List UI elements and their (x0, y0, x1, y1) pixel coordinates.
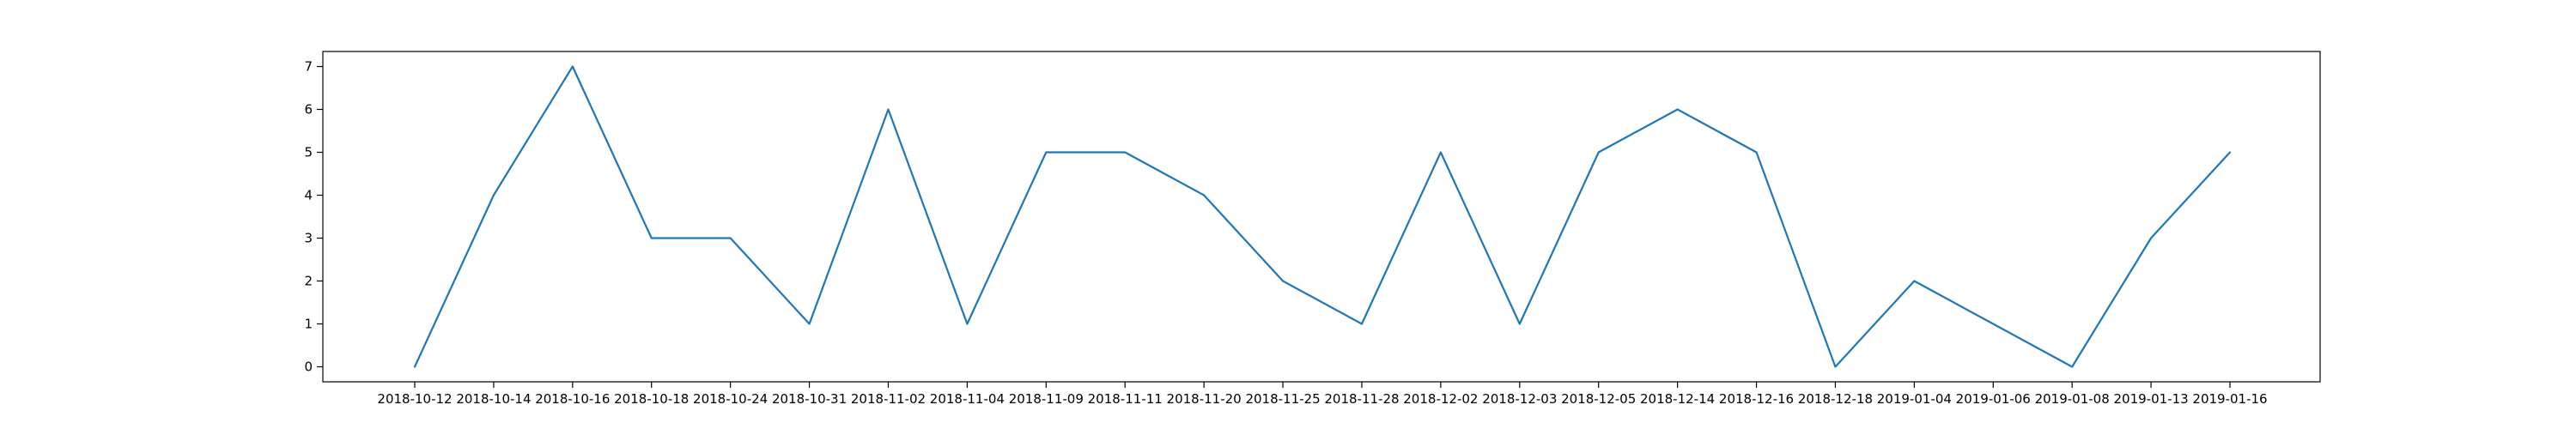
x-tick-label: 2018-12-03 (1482, 391, 1557, 407)
plot-area-frame (322, 51, 2321, 383)
data-point (886, 108, 890, 112)
x-tick-label: 2018-10-14 (456, 391, 531, 407)
data-point (650, 237, 653, 240)
data-point (1202, 194, 1206, 197)
x-tick-label: 2018-11-04 (930, 391, 1005, 407)
x-tick-label: 2018-10-16 (535, 391, 610, 407)
data-point (571, 65, 574, 69)
data-point (1755, 151, 1759, 154)
x-tick-label: 2018-11-02 (851, 391, 926, 407)
data-point (1360, 323, 1364, 326)
x-tick-label: 2018-12-02 (1403, 391, 1478, 407)
data-point (965, 323, 969, 326)
data-point (2149, 237, 2153, 240)
x-tick-label: 2018-11-28 (1324, 391, 1399, 407)
data-point (492, 194, 495, 197)
data-point (2228, 151, 2232, 154)
x-tick-label: 2019-01-16 (2192, 391, 2267, 407)
data-point (808, 323, 811, 326)
x-tick-label: 2019-01-06 (1956, 391, 2031, 407)
x-tick-label: 2018-10-12 (377, 391, 452, 407)
data-point (1991, 323, 1995, 326)
data-point (1912, 280, 1916, 283)
y-tick-label: 2 (304, 274, 313, 289)
data-point (1676, 108, 1680, 112)
x-tick-label: 2018-12-16 (1719, 391, 1794, 407)
data-point (1833, 366, 1837, 369)
data-point (1439, 151, 1443, 154)
x-tick-label: 2018-12-18 (1798, 391, 1873, 407)
x-tick-label: 2018-11-20 (1167, 391, 1242, 407)
x-tick-label: 2018-10-18 (614, 391, 689, 407)
data-point (1123, 151, 1127, 154)
data-points (413, 65, 2232, 369)
data-point (1597, 151, 1601, 154)
x-tick-label: 2019-01-08 (2035, 391, 2110, 407)
data-point (1044, 151, 1048, 154)
x-tick-label: 2018-10-24 (693, 391, 768, 407)
y-axis: 0 1 2 3 4 5 6 7 (304, 59, 323, 375)
y-tick-label: 0 (304, 360, 313, 375)
data-point (1518, 323, 1522, 326)
x-tick-label: 2018-12-05 (1561, 391, 1636, 407)
x-tick-label: 2018-12-14 (1640, 391, 1715, 407)
y-tick-label: 3 (304, 231, 313, 246)
y-tick-label: 7 (304, 59, 313, 75)
x-tick-label: 2018-10-31 (772, 391, 847, 407)
y-tick-label: 6 (304, 102, 313, 118)
x-tick-label: 2018-11-25 (1245, 391, 1320, 407)
y-tick-label: 1 (304, 317, 313, 332)
data-point (729, 237, 732, 240)
x-tick-label: 2019-01-04 (1877, 391, 1952, 407)
series-line (413, 65, 2232, 368)
x-tick-label: 2018-11-11 (1088, 391, 1163, 407)
x-tick-label: 2018-11-09 (1009, 391, 1084, 407)
x-tick-label: 2019-01-13 (2113, 391, 2188, 407)
y-tick-label: 4 (304, 188, 313, 203)
data-point (1281, 280, 1285, 283)
data-point (2070, 366, 2074, 369)
y-tick-label: 5 (304, 145, 313, 160)
data-point (413, 366, 416, 369)
x-axis: 2018-10-12 2018-10-14 2018-10-16 2018-10-18… (377, 382, 2268, 407)
